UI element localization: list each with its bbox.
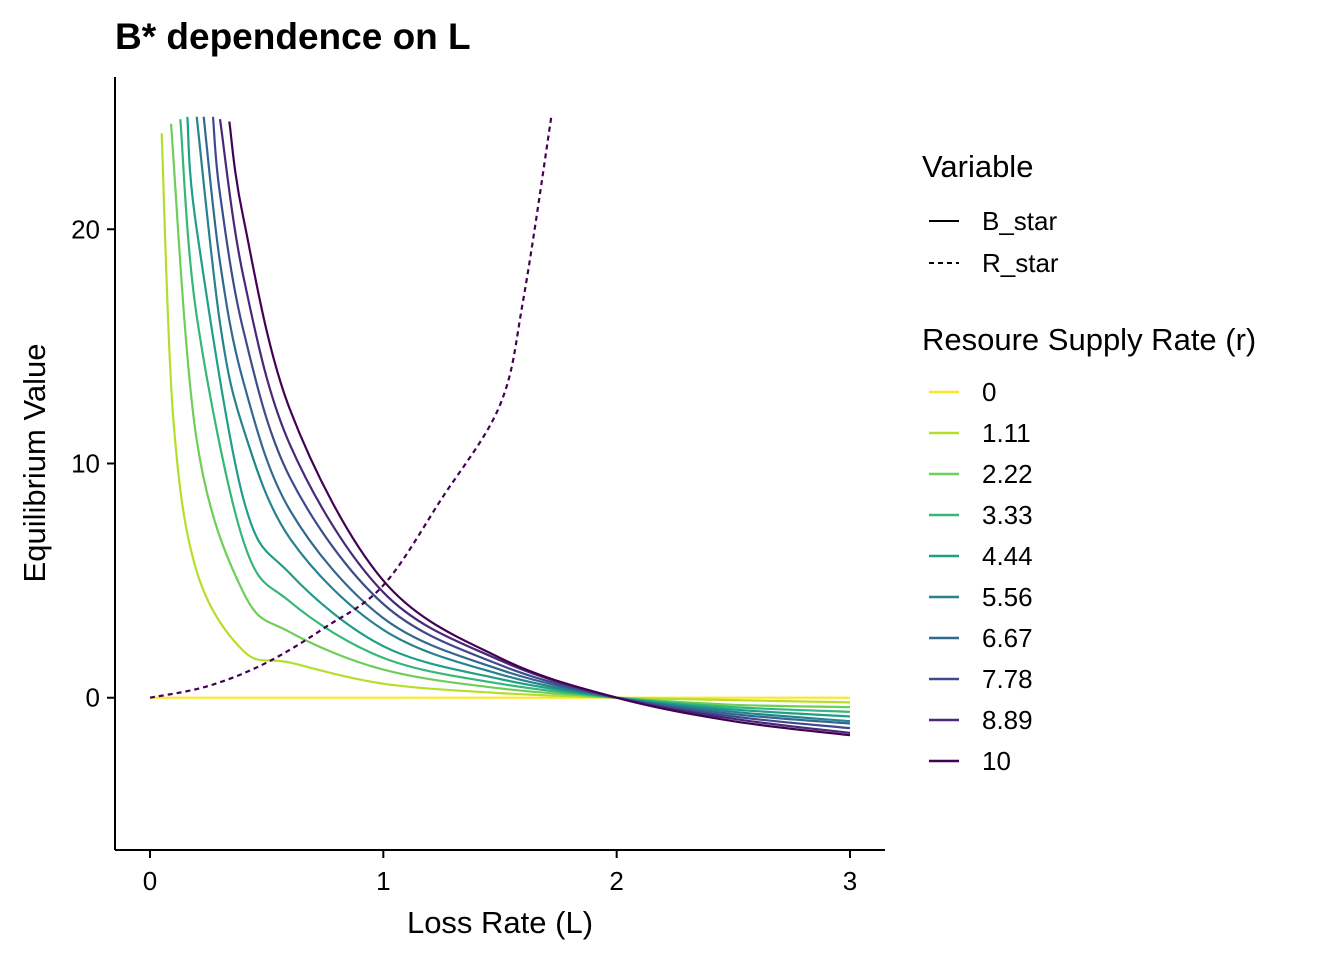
x-axis-title: Loss Rate (L) (407, 905, 593, 940)
legend-label: 7.78 (982, 664, 1033, 694)
series-line-b-star (211, 116, 851, 730)
legend-label: 1.11 (982, 418, 1031, 448)
legend-label: 5.56 (982, 582, 1033, 612)
y-axis-title: Equilibrium Value (17, 344, 52, 583)
legend-label: 4.44 (982, 541, 1033, 571)
x-tick-label: 0 (143, 866, 157, 896)
plot-area: 0 1 2 3 0 10 20 (71, 77, 885, 896)
legend-color-items: 0 1.11 2.22 3.33 4.44 5.56 6.67 7.78 8.89 10 (929, 377, 1033, 776)
legend: Variable B_star R_star Resoure Supply Rat… (922, 149, 1256, 776)
y-tick-label: 20 (71, 214, 100, 244)
legend-label: 3.33 (982, 500, 1033, 530)
legend-variable-title: Variable (922, 149, 1033, 184)
series-line-b-star (186, 116, 851, 718)
y-tick-label: 0 (86, 683, 100, 713)
legend-label: 10 (982, 746, 1011, 776)
legend-variable-items: B_star R_star (929, 206, 1059, 278)
y-ticks: 0 10 20 (71, 214, 115, 713)
series-line-b-star (169, 123, 851, 709)
x-tick-label: 1 (376, 866, 390, 896)
legend-label: B_star (982, 206, 1057, 236)
legend-label: R_star (982, 248, 1059, 278)
legend-label: 2.22 (982, 459, 1033, 489)
x-tick-label: 3 (843, 866, 857, 896)
chart-title: B* dependence on L (115, 16, 471, 57)
series-line-b-star (160, 133, 851, 704)
x-tick-label: 2 (609, 866, 623, 896)
series-line-b-star (228, 121, 851, 737)
series-line-b-star (218, 119, 851, 734)
y-tick-label: 10 (71, 449, 100, 479)
legend-label: 6.67 (982, 623, 1033, 653)
legend-label: 0 (982, 377, 996, 407)
legend-label: 8.89 (982, 705, 1033, 735)
series-layer (149, 116, 851, 737)
x-ticks: 0 1 2 3 (143, 850, 857, 896)
series-line-b-star (202, 116, 851, 725)
series-line-b-star (195, 116, 851, 723)
series-line-b-star (179, 119, 851, 713)
series-line-r-star (149, 116, 553, 699)
legend-color-title: Resoure Supply Rate (r) (922, 322, 1256, 357)
